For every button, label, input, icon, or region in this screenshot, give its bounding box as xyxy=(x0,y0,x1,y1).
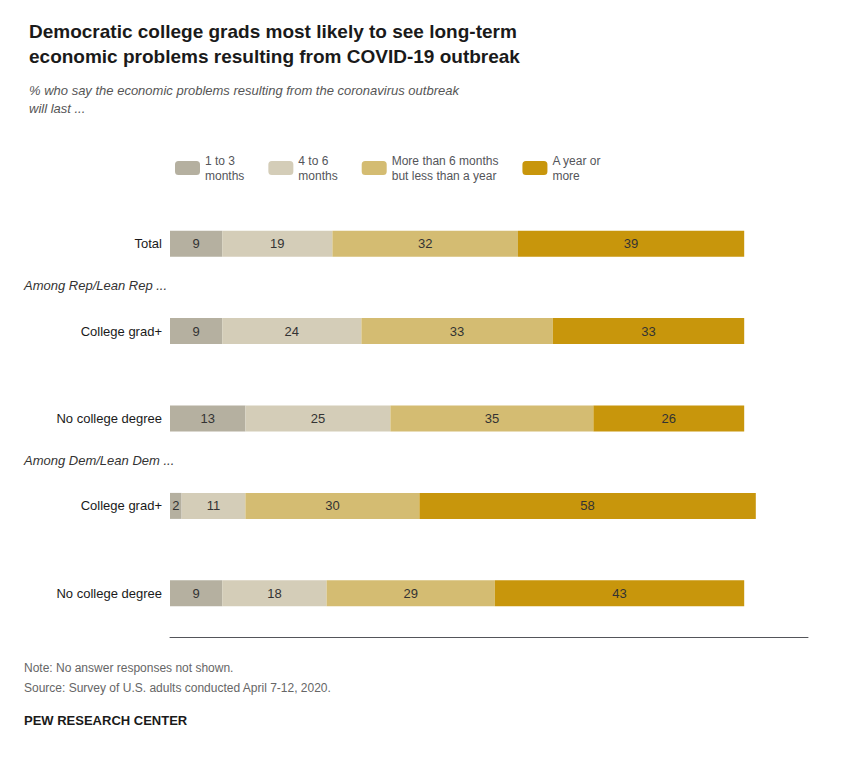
svg-text:Among Rep/Lean Rep ...: Among Rep/Lean Rep ... xyxy=(23,278,167,293)
svg-text:35: 35 xyxy=(485,411,499,426)
svg-text:19: 19 xyxy=(270,236,284,251)
svg-text:economic problems resulting fr: economic problems resulting from COVID-1… xyxy=(29,46,520,67)
svg-text:29: 29 xyxy=(403,586,417,601)
svg-text:39: 39 xyxy=(624,236,638,251)
svg-text:months: months xyxy=(298,169,337,183)
svg-text:Among Dem/Lean Dem ...: Among Dem/Lean Dem ... xyxy=(23,453,174,468)
svg-text:18: 18 xyxy=(267,586,281,601)
svg-text:58: 58 xyxy=(580,498,594,513)
svg-text:Democratic college grads most: Democratic college grads most likely to … xyxy=(29,21,517,42)
svg-text:more: more xyxy=(552,169,580,183)
svg-text:30: 30 xyxy=(325,498,339,513)
svg-text:33: 33 xyxy=(641,324,655,339)
svg-text:will last ...: will last ... xyxy=(29,101,85,116)
svg-text:25: 25 xyxy=(311,411,325,426)
svg-text:More than 6 months: More than 6 months xyxy=(392,154,499,168)
svg-text:College grad+: College grad+ xyxy=(81,324,162,339)
svg-text:24: 24 xyxy=(285,324,299,339)
svg-text:A year or: A year or xyxy=(552,154,600,168)
svg-text:College grad+: College grad+ xyxy=(81,498,162,513)
svg-text:11: 11 xyxy=(207,498,221,513)
svg-text:26: 26 xyxy=(662,411,676,426)
svg-text:43: 43 xyxy=(612,586,626,601)
svg-text:Total: Total xyxy=(135,236,163,251)
svg-text:2: 2 xyxy=(172,498,179,513)
svg-text:Source: Survey of U.S. adults: Source: Survey of U.S. adults conducted … xyxy=(24,681,331,695)
svg-text:months: months xyxy=(205,169,244,183)
svg-text:9: 9 xyxy=(192,324,199,339)
svg-text:No college degree: No college degree xyxy=(56,411,162,426)
svg-text:4 to 6: 4 to 6 xyxy=(298,154,328,168)
svg-text:1 to 3: 1 to 3 xyxy=(205,154,235,168)
svg-text:% who say the economic problem: % who say the economic problems resultin… xyxy=(29,83,460,98)
svg-text:PEW RESEARCH CENTER: PEW RESEARCH CENTER xyxy=(24,713,188,728)
svg-text:9: 9 xyxy=(192,586,199,601)
svg-text:13: 13 xyxy=(200,411,214,426)
svg-text:32: 32 xyxy=(418,236,432,251)
svg-text:Note: No answer responses not: Note: No answer responses not shown. xyxy=(24,661,233,675)
svg-text:33: 33 xyxy=(450,324,464,339)
svg-text:but less than a year: but less than a year xyxy=(392,169,497,183)
svg-text:9: 9 xyxy=(192,236,199,251)
svg-text:No college degree: No college degree xyxy=(56,586,162,601)
